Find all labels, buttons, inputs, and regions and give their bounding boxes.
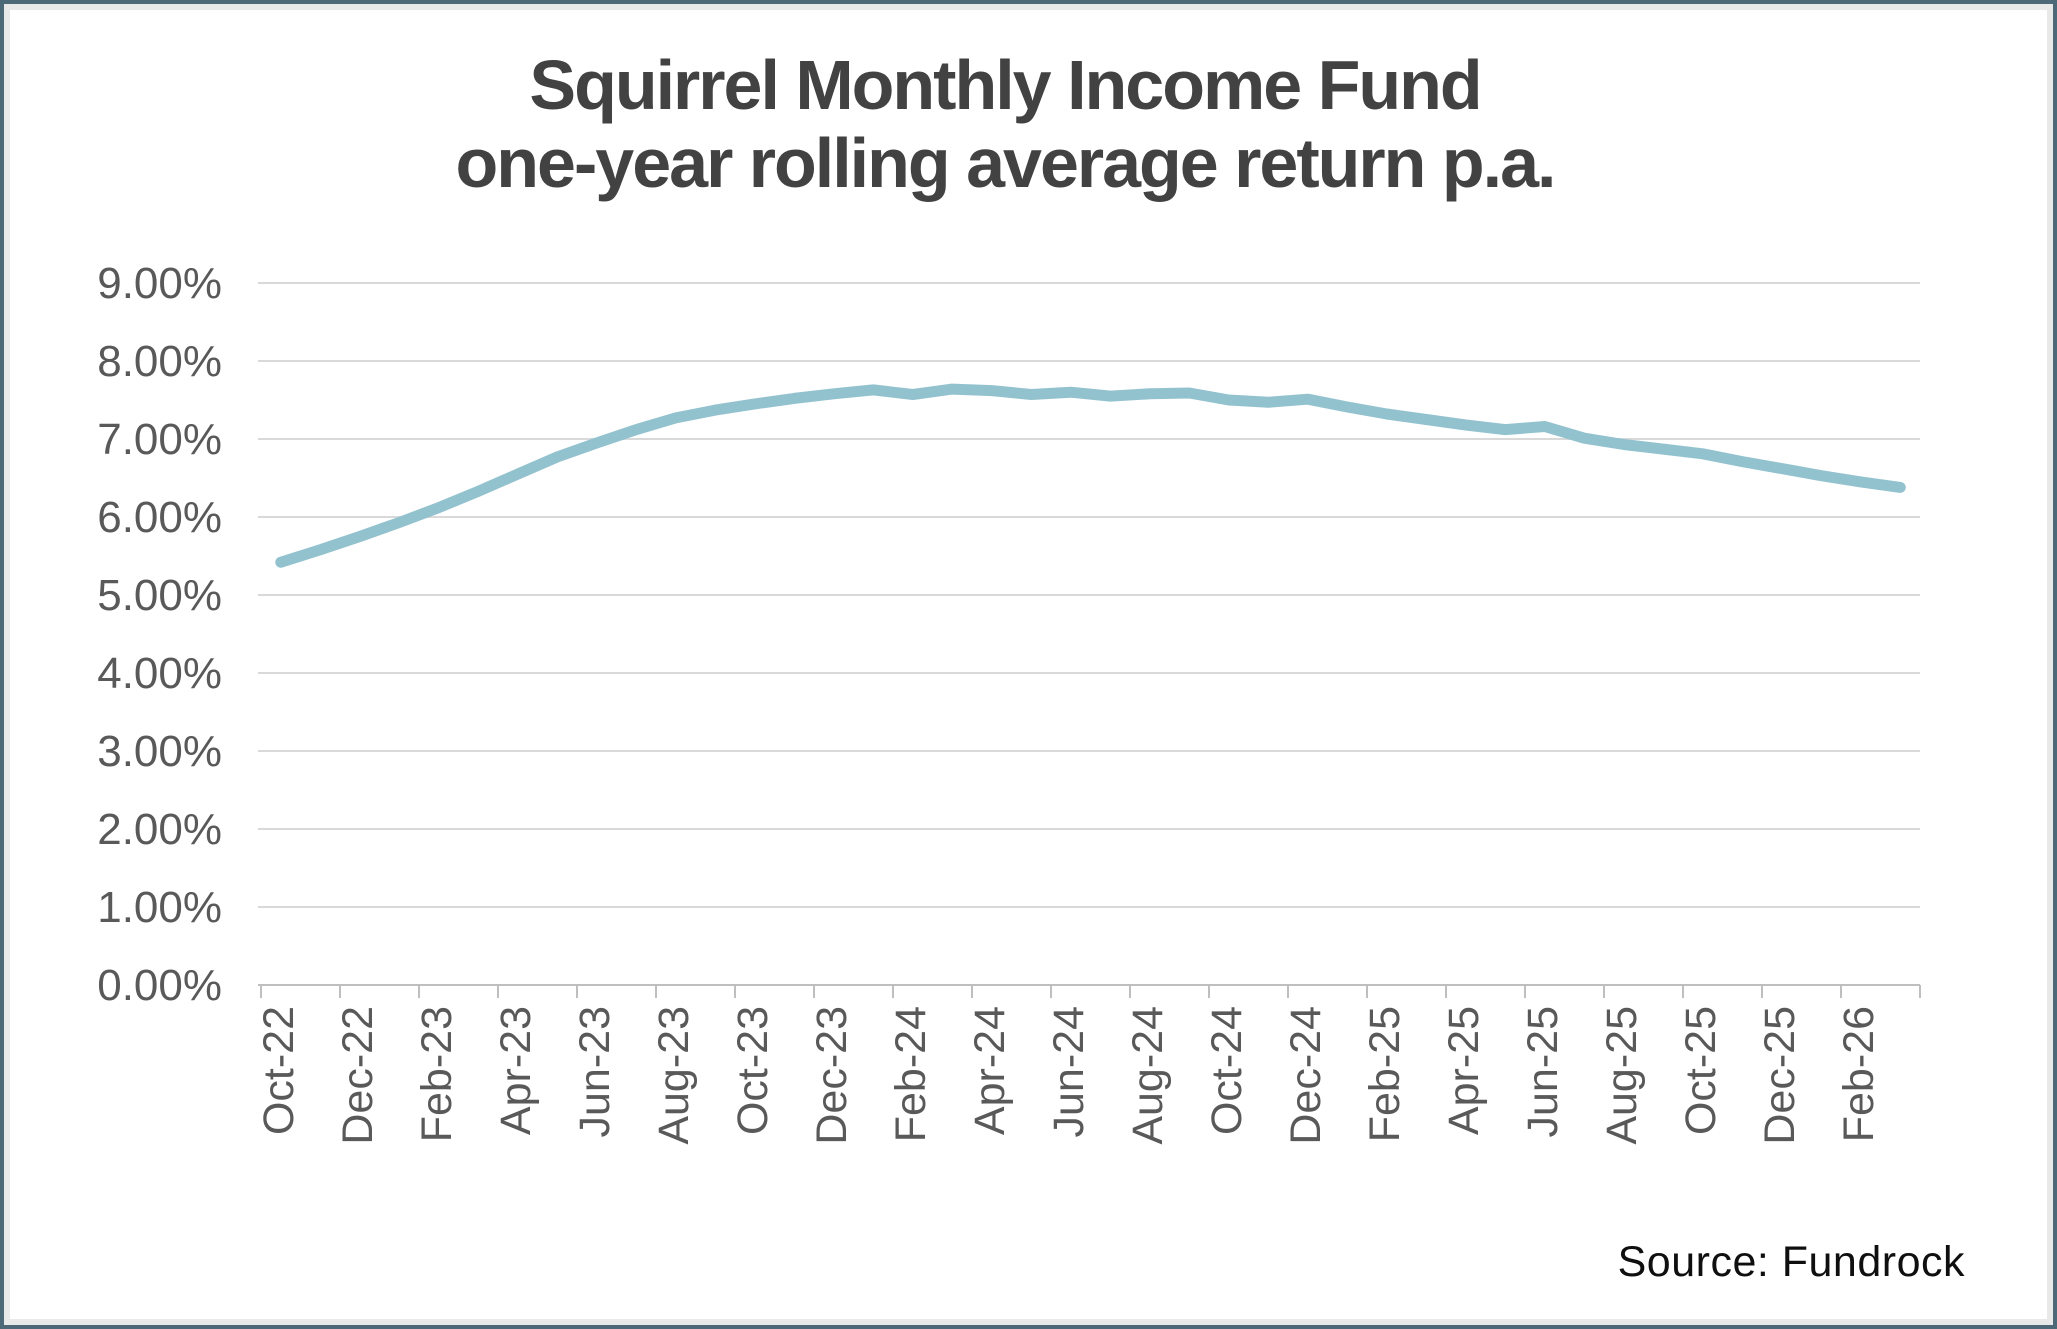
x-tick-label: Feb-25 [1361, 1006, 1409, 1142]
y-tick-label: 8.00% [97, 337, 222, 386]
chart-frame-inner [4, 4, 2053, 1325]
chart-subtitle: one-year rolling average return p.a. [455, 124, 1557, 202]
chart-title: Squirrel Monthly Income Fund [529, 46, 1482, 124]
y-tick-label: 9.00% [97, 259, 222, 308]
x-axis-labels: Oct-22 Dec-22 Feb-23 Apr-23 Jun-23 Aug-23 Oct-… [255, 1006, 1883, 1145]
series-line [275, 383, 1906, 568]
y-tick-label: 3.00% [97, 727, 222, 776]
y-tick-label: 5.00% [97, 571, 222, 620]
y-tick-label: 6.00% [97, 493, 222, 542]
y-tick-label: 1.00% [97, 883, 222, 932]
x-tick-label: Apr-24 [966, 1006, 1014, 1135]
y-tick-label: 2.00% [97, 805, 222, 854]
x-tick-label: Aug-23 [650, 1006, 698, 1145]
x-tick-label: Oct-24 [1203, 1006, 1251, 1135]
x-tick-label: Dec-25 [1756, 1006, 1804, 1145]
x-tick-label: Dec-23 [808, 1006, 856, 1145]
x-tick-label: Oct-25 [1677, 1006, 1725, 1135]
y-tick-label: 7.00% [97, 415, 222, 464]
x-tick-label: Oct-22 [255, 1006, 303, 1135]
x-tick-label: Oct-23 [729, 1006, 777, 1135]
y-axis-labels: 0.00% 1.00% 2.00% 3.00% 4.00% 5.00% 6.00% 7.00%… [97, 259, 222, 1010]
source-label: Source: Fundrock [1617, 1238, 1965, 1286]
x-tick-label: Apr-25 [1440, 1006, 1488, 1135]
x-tick-label: Feb-24 [887, 1006, 935, 1142]
x-tick-label: Dec-24 [1282, 1006, 1330, 1145]
gridlines [258, 282, 1920, 908]
x-tick-label: Jun-25 [1519, 1006, 1567, 1137]
y-tick-label: 4.00% [97, 649, 222, 698]
x-tick-label: Aug-25 [1598, 1006, 1646, 1145]
x-tick-label: Feb-23 [413, 1006, 461, 1142]
x-tick-label: Aug-24 [1124, 1006, 1172, 1145]
x-tick-label: Jun-23 [571, 1006, 619, 1137]
title-block: Squirrel Monthly Income Fund one-year ro… [0, 46, 2010, 202]
y-tick-label: 0.00% [97, 961, 222, 1010]
x-tick-label: Feb-26 [1835, 1006, 1883, 1142]
x-tick-label: Jun-24 [1045, 1006, 1093, 1137]
x-axis [258, 984, 1921, 998]
x-tick-label: Dec-22 [334, 1006, 382, 1145]
series [275, 383, 1906, 568]
x-tick-label: Apr-23 [492, 1006, 540, 1135]
